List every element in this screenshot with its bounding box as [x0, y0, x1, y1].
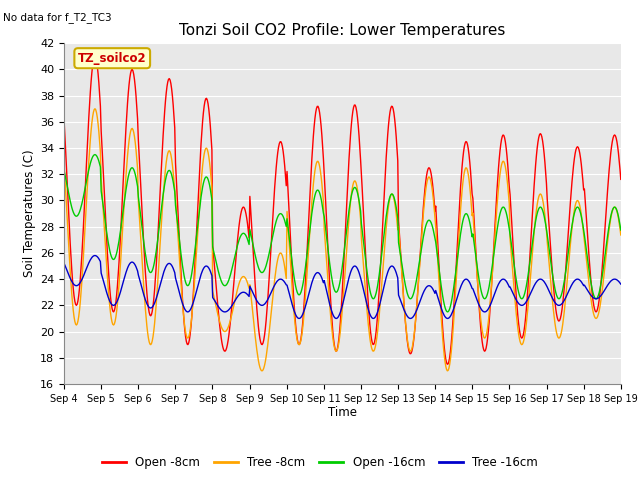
Text: No data for f_T2_TC3: No data for f_T2_TC3	[3, 12, 112, 23]
Y-axis label: Soil Temperatures (C): Soil Temperatures (C)	[23, 150, 36, 277]
X-axis label: Time: Time	[328, 407, 357, 420]
Title: Tonzi Soil CO2 Profile: Lower Temperatures: Tonzi Soil CO2 Profile: Lower Temperatur…	[179, 23, 506, 38]
Text: TZ_soilco2: TZ_soilco2	[78, 52, 147, 65]
Legend: Open -8cm, Tree -8cm, Open -16cm, Tree -16cm: Open -8cm, Tree -8cm, Open -16cm, Tree -…	[97, 452, 543, 474]
